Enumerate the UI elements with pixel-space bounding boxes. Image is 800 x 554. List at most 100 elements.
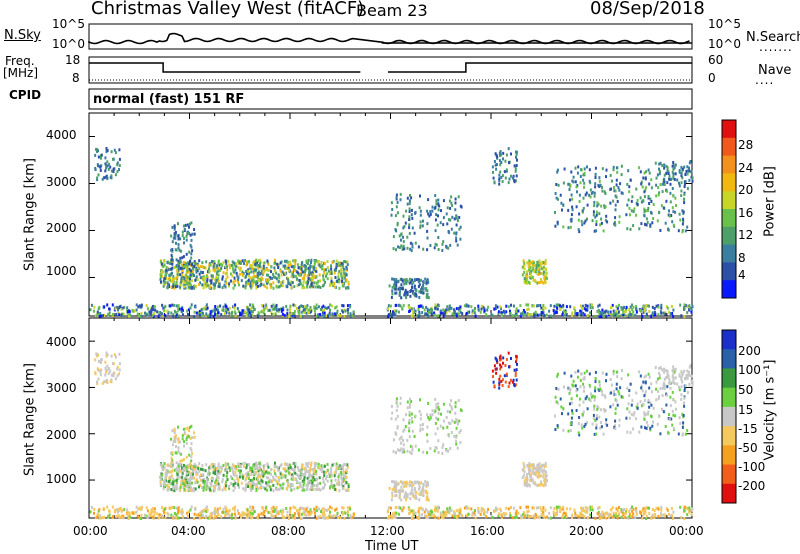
velocity-cell bbox=[480, 509, 483, 513]
power-cell bbox=[181, 230, 184, 234]
velocity-cell bbox=[182, 458, 185, 461]
velocity-cell bbox=[234, 505, 237, 509]
velocity-cell bbox=[501, 515, 503, 519]
power-cell bbox=[340, 262, 343, 265]
power-cell bbox=[257, 273, 259, 277]
velocity-cell bbox=[262, 474, 265, 478]
velocity-cell bbox=[189, 425, 191, 429]
power-cell bbox=[459, 310, 462, 314]
power-cell bbox=[309, 264, 312, 268]
power-cell bbox=[689, 306, 692, 310]
velocity-cell bbox=[104, 360, 107, 364]
power-cell bbox=[442, 240, 445, 244]
power-cell bbox=[467, 304, 470, 308]
power-cell bbox=[96, 163, 99, 167]
power-cell bbox=[319, 286, 322, 289]
power-cell bbox=[108, 307, 111, 311]
velocity-cell bbox=[307, 510, 310, 514]
velocity-cell bbox=[194, 507, 197, 511]
power-cell bbox=[236, 274, 239, 278]
power-cell bbox=[668, 310, 671, 314]
power-cell bbox=[187, 312, 189, 316]
velocity-cell bbox=[255, 482, 258, 486]
velocity-cell bbox=[426, 433, 429, 437]
velocity-cell bbox=[442, 419, 445, 423]
velocity-cell bbox=[212, 468, 215, 472]
velocity-cell bbox=[184, 427, 187, 431]
power-cell bbox=[573, 306, 576, 310]
velocity-cell bbox=[281, 510, 283, 514]
power-cell bbox=[342, 262, 344, 266]
power-cell bbox=[112, 170, 115, 173]
power-cell bbox=[543, 275, 546, 279]
velocity-cell bbox=[224, 467, 227, 471]
velocity-cell bbox=[470, 507, 473, 511]
velocity-cell bbox=[293, 487, 296, 491]
power-cell bbox=[428, 214, 431, 218]
power-cell bbox=[519, 304, 522, 308]
power-cell bbox=[663, 183, 666, 186]
velocity-cell bbox=[306, 476, 309, 480]
velocity-cell bbox=[324, 508, 327, 512]
velocity-cell bbox=[129, 515, 132, 519]
power-cell bbox=[287, 263, 290, 267]
velocity-cell bbox=[255, 461, 258, 465]
power-cell bbox=[494, 307, 497, 310]
velocity-cbar-tick: 15 bbox=[738, 403, 754, 417]
power-cell bbox=[170, 285, 173, 289]
power-cbar-tick: 28 bbox=[738, 138, 754, 152]
power-cell bbox=[672, 308, 675, 312]
velocity-cell bbox=[660, 513, 663, 517]
velocity-cell bbox=[392, 515, 395, 519]
power-cell bbox=[234, 279, 237, 283]
velocity-cell bbox=[275, 474, 278, 478]
velocity-cell bbox=[305, 483, 308, 487]
power-cell bbox=[265, 306, 268, 310]
power-cell bbox=[419, 213, 422, 217]
velocity-cell bbox=[422, 450, 425, 454]
power-cell bbox=[326, 277, 329, 281]
velocity-cell bbox=[580, 506, 582, 510]
power-cell bbox=[559, 193, 562, 197]
power-cell bbox=[347, 311, 349, 315]
power-cell bbox=[528, 281, 531, 285]
power-cell bbox=[110, 169, 113, 173]
velocity-cell bbox=[168, 476, 171, 480]
velocity-cell bbox=[285, 487, 288, 491]
velocity-cell bbox=[322, 480, 325, 484]
power-cell bbox=[254, 262, 257, 266]
power-cell bbox=[617, 310, 620, 314]
power-cell bbox=[396, 280, 399, 284]
velocity-cell bbox=[215, 481, 218, 485]
power-cell bbox=[615, 195, 618, 199]
velocity-cell bbox=[313, 507, 316, 511]
power-cell bbox=[639, 196, 642, 200]
power-cell bbox=[260, 278, 262, 282]
power-cell bbox=[523, 277, 526, 280]
power-cell bbox=[498, 152, 501, 155]
velocity-cell bbox=[262, 506, 265, 510]
velocity-cell bbox=[396, 425, 399, 429]
power-cell bbox=[200, 308, 203, 312]
power-cell bbox=[190, 284, 192, 288]
velocity-cell bbox=[527, 515, 530, 519]
velocity-cell bbox=[487, 507, 490, 511]
power-cell bbox=[183, 241, 185, 245]
power-cell bbox=[226, 309, 229, 313]
power-cell bbox=[220, 267, 223, 270]
velocity-cell bbox=[179, 485, 182, 489]
nsearch-dots: ....... bbox=[759, 40, 793, 54]
velocity-cell bbox=[335, 468, 338, 472]
power-cell bbox=[209, 314, 212, 318]
velocity-cell bbox=[105, 351, 108, 355]
power-cell bbox=[412, 281, 415, 284]
power-cell bbox=[532, 304, 535, 308]
power-cell bbox=[483, 309, 486, 313]
power-cell bbox=[256, 264, 259, 268]
power-cell bbox=[658, 191, 661, 195]
power-cell bbox=[257, 270, 260, 274]
power-cell bbox=[641, 314, 644, 318]
velocity-cell bbox=[168, 479, 170, 483]
power-cell bbox=[422, 283, 424, 287]
power-cell bbox=[118, 157, 121, 161]
